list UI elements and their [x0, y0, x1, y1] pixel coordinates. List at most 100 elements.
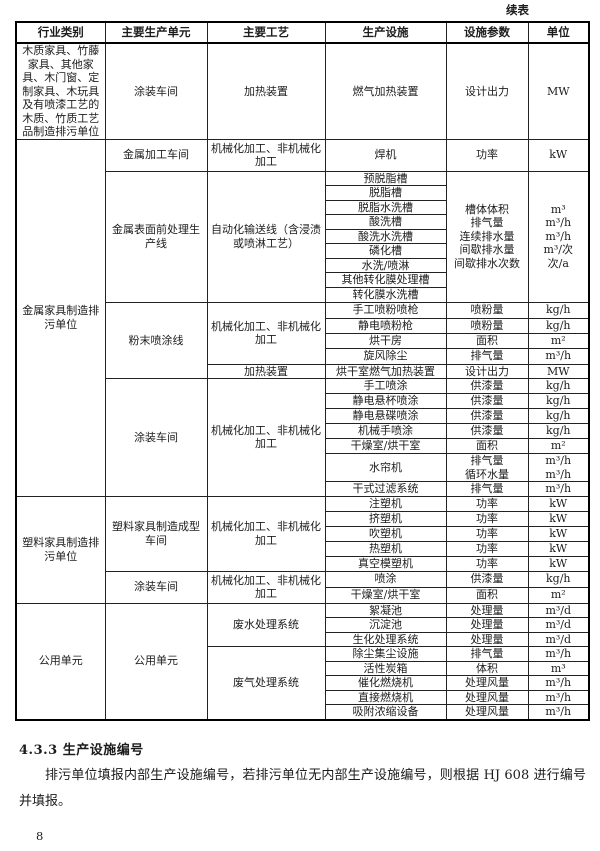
table-cell: 活性炭箱	[324, 660, 447, 676]
table-cell: 磷化槽	[324, 243, 447, 259]
table-row: 机械手喷涂 供漆量 kg/h	[16, 423, 590, 439]
table-cell: 废水处理系统	[206, 602, 326, 647]
table-cell: 机械化加工、非机械化加工	[206, 495, 326, 572]
table-cell: 烘干室燃气加热装置	[324, 363, 447, 379]
table-cell: 吸附浓缩设备	[324, 704, 447, 720]
table-row: 催化燃烧机 处理风量 m³/h	[16, 675, 590, 691]
table-cell: 机械化加工、非机械化加工	[206, 301, 326, 365]
table-cell: m²	[527, 438, 590, 454]
table-cell: 水帘机	[324, 453, 447, 482]
table-cell: 面积	[445, 332, 529, 349]
table-cell: 处理风量	[445, 675, 529, 691]
table-cell: 酸洗水洗槽	[324, 228, 447, 244]
table-cell: 干燥室/烘干室	[324, 586, 447, 604]
table-cell: 预脱脂槽	[324, 170, 447, 186]
table-cell: 机械化加工、非机械化加工	[206, 138, 326, 172]
table-cell: 挤塑机	[324, 510, 447, 527]
table-cell: 排气量 循环水量	[445, 453, 529, 482]
table-cell: 金属家具制造排污单位	[15, 138, 106, 497]
table-cell: 直接燃烧机	[324, 689, 447, 705]
table-row: 转化膜水洗槽	[16, 287, 589, 303]
table-row: 旋风除尘 排气量 m³/h	[16, 347, 590, 365]
table-cell: 处理量	[445, 617, 529, 633]
table-row: 干燥室/烘干室 面积 m²	[16, 438, 590, 454]
table-cell: 烘干房	[324, 332, 447, 349]
column-header: 主要工艺	[206, 21, 326, 44]
table-cell: m³/h	[527, 347, 590, 365]
table-cell: m³/d	[527, 631, 590, 647]
table-cell: 旋风除尘	[324, 347, 447, 365]
table-container: 行业类别 主要生产单元 主要工艺 生产设施 设施参数 单位 木质家具、竹藤家具、其他家具、…	[15, 21, 590, 721]
table-cell: 体积	[445, 660, 529, 676]
column-header: 行业类别	[15, 21, 106, 44]
table-row: 其他转化膜处理槽	[16, 272, 589, 288]
table-cell: 脱脂槽	[324, 185, 447, 201]
table-cell: kg/h	[527, 317, 590, 334]
table-cell: 酸洗槽	[324, 214, 447, 230]
table-cell: 机械化加工、非机械化加工	[206, 570, 326, 604]
table-cell: m³/h	[527, 481, 590, 497]
column-header: 主要生产单元	[104, 21, 208, 44]
table-row: 活性炭箱 体积 m³	[16, 660, 590, 676]
table-cell: 功率	[445, 540, 529, 557]
facility-table: 行业类别 主要生产单元 主要工艺 生产设施 设施参数 单位 木质家具、竹藤家具、其他家具、…	[15, 21, 590, 721]
table-cell: 排气量	[445, 347, 529, 365]
table-row: 沉淀池 处理量 m³/d	[16, 617, 590, 633]
table-cell: m²	[527, 332, 590, 349]
table-cell: 塑料家具制造成型车间	[104, 495, 208, 572]
table-cell: 面积	[445, 438, 529, 454]
table-cell: 供漆量	[445, 570, 529, 588]
table-cell: 喷涂	[324, 570, 447, 588]
table-cell: 絮凝池	[324, 602, 447, 618]
table-cell: 焊机	[324, 138, 447, 172]
table-row: 生化处理系统 处理量 m³/d	[16, 631, 590, 647]
table-cell: 粉末喷涂线	[104, 301, 208, 379]
table-cell: 涂装车间	[104, 378, 208, 497]
table-row: 废气处理系统 除尘集尘设施 排气量 m³/h	[16, 646, 590, 720]
table-cell: m³/h	[527, 704, 590, 720]
body-paragraph: 排污单位填报内部生产设施编号，若排污单位无内部生产设施编号，则根据 HJ 608…	[19, 768, 586, 809]
table-body: 木质家具、竹藤家具、其他家具、木门窗、定制家具、木玩具及有喷漆工艺的木质、竹质工…	[15, 42, 590, 720]
table-cell: 处理风量	[445, 704, 529, 720]
table-header: 行业类别 主要生产单元 主要工艺 生产设施 设施参数 单位	[15, 21, 590, 44]
table-cell: kW	[527, 495, 590, 512]
table-row: 挤塑机 功率 kW	[16, 510, 590, 527]
table-cell: kg/h	[527, 423, 590, 439]
column-header: 单位	[527, 21, 590, 44]
table-cell: kW	[527, 510, 590, 527]
table-cell: 转化膜水洗槽	[324, 287, 447, 303]
column-header: 设施参数	[445, 21, 529, 44]
table-cell: 喷粉量	[445, 301, 529, 319]
table-cell: 其他转化膜处理槽	[324, 272, 447, 288]
table-row: 水帘机 排气量 循环水量 m³/h m³/h	[16, 453, 590, 482]
table-cell: 生化处理系统	[324, 631, 447, 647]
table-cell: 功率	[445, 495, 529, 512]
table-cell: 静电悬杯喷涂	[324, 393, 447, 409]
table-cell: 设计出力	[445, 42, 529, 140]
table-cell: 注塑机	[324, 495, 447, 512]
table-cell: 机械化加工、非机械化加工	[206, 378, 326, 497]
table-cell: 废气处理系统	[206, 646, 326, 720]
table-cell: kg/h	[527, 378, 590, 394]
table-cell: 处理量	[445, 602, 529, 618]
table-cell: 手工喷粉喷枪	[324, 301, 447, 319]
table-cell: 供漆量	[445, 393, 529, 409]
table-cell: kg/h	[527, 393, 590, 409]
table-cell: 干式过滤系统	[324, 481, 447, 497]
table-cell: kg/h	[527, 301, 590, 319]
table-cell: 功率	[445, 555, 529, 572]
table-cell: kg/h	[527, 408, 590, 424]
table-row: 脱脂水洗槽	[16, 199, 589, 215]
table-cell: 催化燃烧机	[324, 675, 447, 691]
table-row: 脱脂槽	[16, 185, 589, 201]
table-cell: m²	[527, 586, 590, 604]
table-row: 干燥室/烘干室 面积 m²	[16, 586, 590, 604]
table-cell: 手工喷涂	[324, 378, 447, 394]
table-cell: 设计出力	[445, 363, 529, 379]
table-row: 静电喷粉枪 喷粉量 kg/h	[16, 317, 590, 334]
table-cell: m³/d	[527, 602, 590, 618]
table-cell: 干燥室/烘干室	[324, 438, 447, 454]
table-cell: 金属加工车间	[104, 138, 208, 172]
table-row: 金属家具制造排污单位 金属加工车间 机械化加工、非机械化加工 焊机 功率 kW	[15, 138, 590, 497]
table-row: 干式过滤系统 排气量 m³/h	[16, 481, 590, 497]
